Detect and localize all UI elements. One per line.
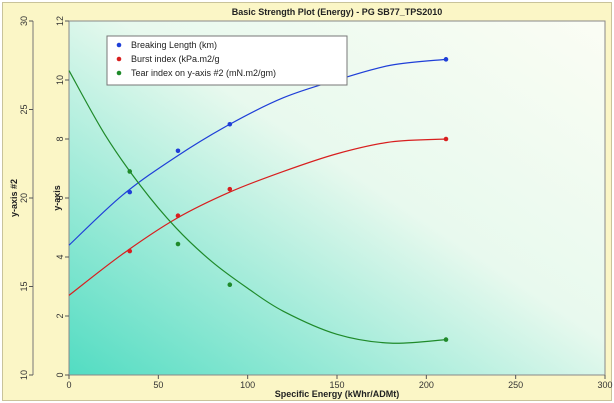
y-tick-label: 10 [55,75,65,85]
y-axis-2-title: y-axis #2 [9,179,19,217]
x-tick-label: 250 [508,380,523,390]
data-point-1 [175,148,181,154]
x-tick-label: 0 [66,380,71,390]
y-tick-label: 4 [55,254,65,259]
legend-marker-2 [116,56,122,62]
data-point-2 [227,186,233,192]
chart-title: Basic Strength Plot (Energy) - PG SB77_T… [232,7,443,17]
x-axis: 0 50 100 150 200 250 300 [66,375,613,390]
data-point-3 [443,337,449,342]
y2-tick-label: 20 [19,193,29,203]
x-axis-title: Specific Energy (kWhr/ADMt) [275,389,400,399]
y-axis: 0 2 4 6 8 10 12 [55,16,69,378]
legend-marker-1 [116,42,122,48]
legend: Breaking Length (km) Burst index (kPa.m2/… [106,35,348,86]
data-point-2 [175,213,181,218]
series-line-2 [68,138,447,296]
x-tick-label: 150 [329,380,344,390]
data-point-2 [443,136,449,142]
x-tick-label: 100 [240,380,255,390]
data-point-3 [227,282,233,288]
data-point-1 [227,121,233,127]
data-point-2 [127,248,133,254]
y-axis-2: 10 15 20 25 30 [19,16,34,380]
y2-tick-label: 10 [19,370,29,380]
y2-tick-label: 25 [19,104,29,114]
x-tick-label: 300 [597,380,612,390]
legend-label-2: Burst index (kPa.m2/g [131,54,220,64]
y2-tick-label: 15 [19,281,29,291]
y-axis-title: y-axis [52,185,62,211]
legend-marker-3 [116,70,122,76]
data-point-3 [127,169,133,174]
legend-label-3: Tear index on y-axis #2 (mN.m2/gm) [131,68,276,78]
y-tick-label: 2 [55,313,65,318]
y-tick-label: 12 [55,16,65,26]
data-point-1 [127,189,133,195]
x-tick-label: 50 [153,380,163,390]
series-layer [68,57,449,344]
legend-box [106,35,348,86]
series-line-1 [68,58,447,246]
legend-label-1: Breaking Length (km) [131,40,217,50]
y-tick-label: 0 [55,372,65,377]
series-line-3 [68,70,447,344]
data-point-1 [443,57,449,62]
x-tick-label: 200 [419,380,434,390]
y2-tick-label: 30 [19,16,29,26]
y-tick-label: 8 [55,136,65,141]
y-tick-label: 6 [55,195,65,200]
data-point-3 [175,241,181,247]
chart-svg: Basic Strength Plot (Energy) - PG SB77_T… [9,7,613,399]
